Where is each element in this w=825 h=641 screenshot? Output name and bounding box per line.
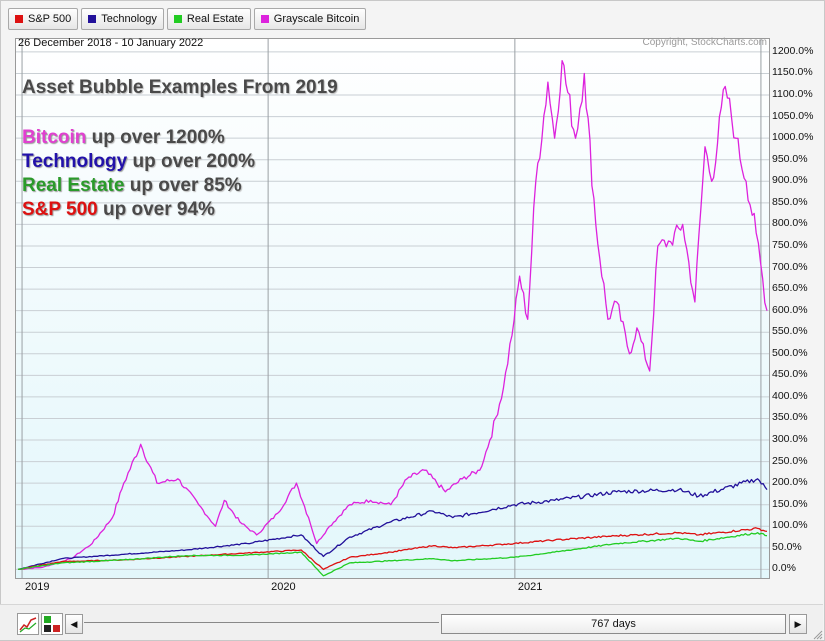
annotation-text: up over 85% [124,175,242,196]
legend-item-real-estate[interactable]: Real Estate [166,8,251,30]
y-tick-label: 1100.0% [772,88,813,101]
chart-svg [16,39,769,578]
legend-label: Real Estate [186,13,244,25]
y-tick-label: 0.0% [772,562,796,575]
x-tick-label: 2019 [25,581,50,593]
y-tick-label: 650.0% [772,282,808,295]
annotation-highlight: Bitcoin [22,127,87,148]
annotation-highlight: Real Estate [22,175,125,196]
annotation-text: up over 1200% [86,127,225,148]
y-tick-label: 750.0% [772,238,808,251]
y-axis: 1200.0% 1150.0% 1100.0% 1050.0% 1000.0% 950.0… [769,38,825,577]
annotation-highlight: S&P 500 [22,199,98,220]
y-tick-label: 500.0% [772,346,808,359]
annotation-sp500: S&P 500 up over 94% [22,199,215,221]
y-tick-label: 900.0% [772,174,808,187]
line-chart-icon[interactable] [17,613,39,635]
scroll-left-button[interactable]: ◀ [65,614,83,634]
annotation-bitcoin: Bitcoin up over 1200% [22,127,225,149]
y-tick-label: 100.0% [772,519,808,532]
y-tick-label: 450.0% [772,368,808,381]
y-tick-label: 700.0% [772,260,808,273]
sp500-swatch [15,15,23,23]
y-tick-label: 950.0% [772,152,808,165]
annotation-real-estate: Real Estate up over 85% [22,175,242,197]
copyright: Copyright, StockCharts.com [642,37,768,48]
range-slider-thumb[interactable]: 767 days [441,614,786,634]
annotation-text: up over 200% [127,151,255,172]
bottom-toolbar: ◀ 767 days ▶ [0,604,823,640]
legend-item-technology[interactable]: Technology [81,8,164,30]
scroll-right-button[interactable]: ▶ [789,614,807,634]
series-line-real-estate [17,532,768,577]
date-range: 26 December 2018 - 10 January 2022 [18,37,204,49]
series-line-technology [17,478,768,571]
annotation-title: Asset Bubble Examples From 2019 [22,77,338,98]
technology-swatch [88,15,97,23]
y-tick-label: 1150.0% [772,66,813,79]
legend-label: S&P 500 [28,13,72,25]
resize-grip-icon[interactable] [811,628,823,640]
y-tick-label: 600.0% [772,303,808,316]
annotation-technology: Technology up over 200% [22,151,255,173]
y-tick-label: 350.0% [772,411,808,424]
y-tick-label: 850.0% [772,195,808,208]
annotation-highlight: Technology [22,151,128,172]
y-tick-label: 400.0% [772,389,808,402]
bitcoin-swatch [260,15,269,23]
legend-item-sp500[interactable]: S&P 500 [8,8,79,30]
legend-bar: S&P 500 Technology Real Estate Grayscale… [8,8,367,30]
y-tick-label: 300.0% [772,433,808,446]
series-line-s-p-500 [17,527,768,571]
legend-item-grayscale-bitcoin[interactable]: Grayscale Bitcoin [253,8,367,30]
x-axis: 2019 2020 2021 [15,578,768,596]
color-blocks-icon[interactable] [41,613,63,635]
y-tick-label: 200.0% [772,476,808,489]
scroll-track[interactable] [84,622,439,623]
annotation-text: up over 94% [97,199,215,220]
y-tick-label: 800.0% [772,217,808,230]
plot-area[interactable] [15,38,770,579]
y-tick-label: 50.0% [772,540,802,553]
real-estate-swatch [173,15,182,23]
y-tick-label: 150.0% [772,497,808,510]
legend-label: Grayscale Bitcoin [273,13,360,25]
y-tick-label: 1050.0% [772,109,814,122]
series-line-grayscale-bitcoin [17,59,768,571]
legend-label: Technology [101,13,157,25]
x-tick-label: 2021 [517,581,543,593]
y-tick-label: 1000.0% [772,131,814,144]
y-tick-label: 250.0% [772,454,808,467]
x-tick-label: 2020 [271,581,296,593]
y-tick-label: 1200.0% [772,44,814,57]
y-tick-label: 550.0% [772,325,808,338]
